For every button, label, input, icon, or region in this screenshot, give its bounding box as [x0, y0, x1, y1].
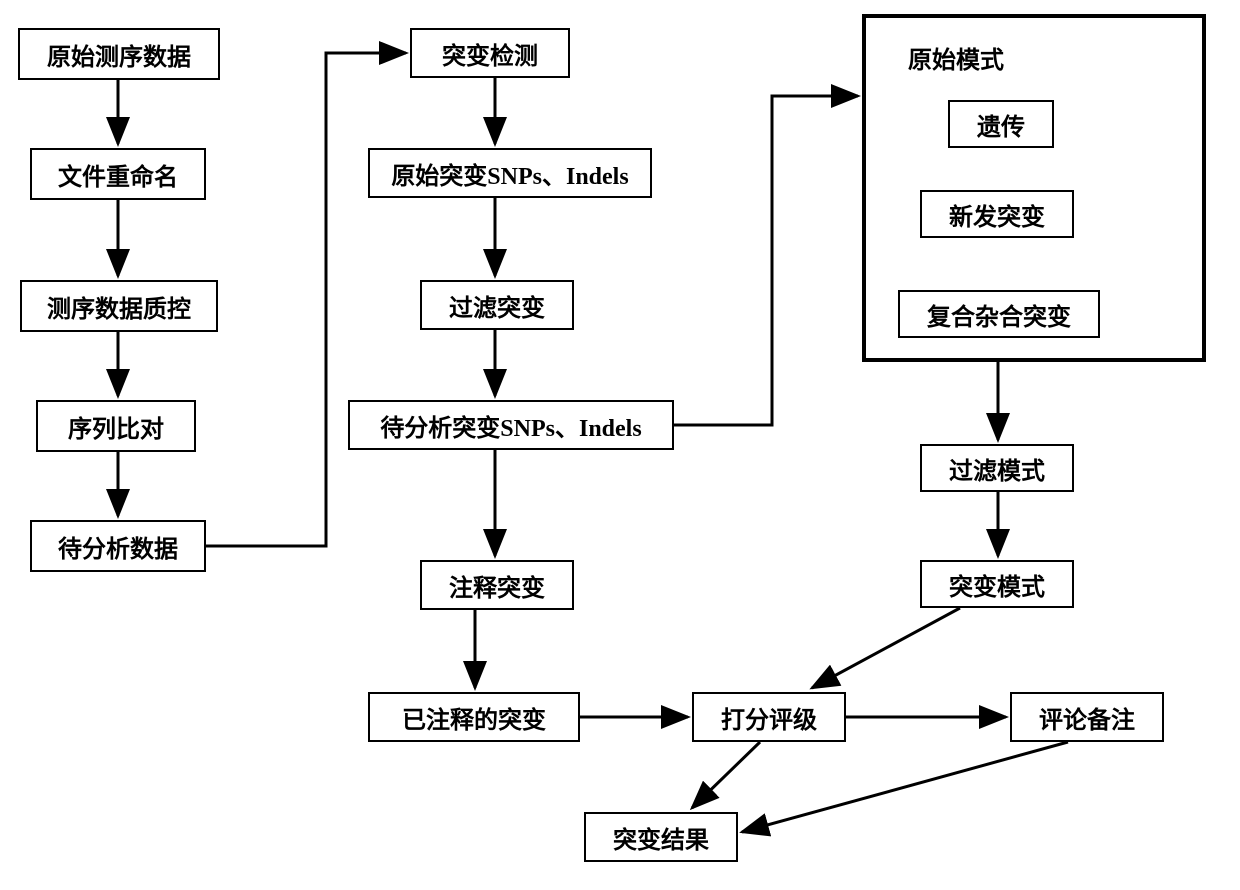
- node-annotate-mutations: 注释突变: [420, 560, 574, 610]
- node-sequencing-qc: 测序数据质控: [20, 280, 218, 332]
- node-data-to-analyze: 待分析数据: [30, 520, 206, 572]
- node-comments: 评论备注: [1010, 692, 1164, 742]
- node-filter-pattern: 过滤模式: [920, 444, 1074, 492]
- node-file-rename: 文件重命名: [30, 148, 206, 200]
- node-de-novo: 新发突变: [920, 190, 1074, 238]
- node-annotated-mutations: 已注释的突变: [368, 692, 580, 742]
- node-inheritance: 遗传: [948, 100, 1054, 148]
- node-raw-sequencing-data: 原始测序数据: [18, 28, 220, 80]
- container-title-raw-pattern: 原始模式: [908, 40, 1004, 75]
- node-filter-mutations: 过滤突变: [420, 280, 574, 330]
- node-score-rating: 打分评级: [692, 692, 846, 742]
- node-sequence-alignment: 序列比对: [36, 400, 196, 452]
- node-raw-mutations: 原始突变SNPs、Indels: [368, 148, 652, 198]
- node-compound-heterozygous: 复合杂合突变: [898, 290, 1100, 338]
- node-mutation-pattern: 突变模式: [920, 560, 1074, 608]
- node-mutation-detection: 突变检测: [410, 28, 570, 78]
- node-mutations-to-analyze: 待分析突变SNPs、Indels: [348, 400, 674, 450]
- node-mutation-result: 突变结果: [584, 812, 738, 862]
